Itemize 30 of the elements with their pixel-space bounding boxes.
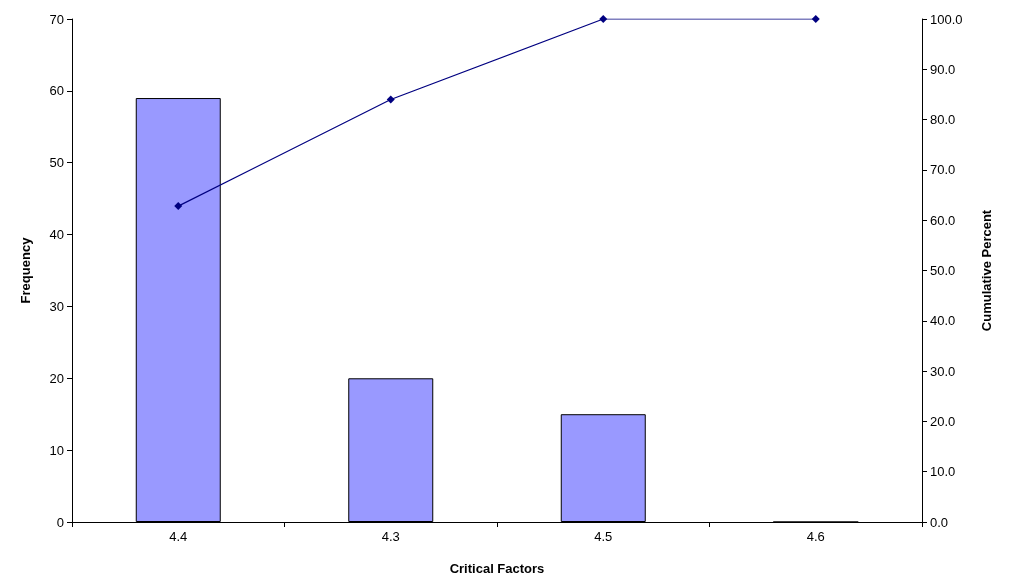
y2-tick-label: 80.0 xyxy=(930,112,956,128)
y-tick-label: 0 xyxy=(56,514,64,530)
point xyxy=(174,202,183,211)
point xyxy=(599,15,608,23)
x-tick-label: 4.5 xyxy=(594,529,613,544)
point xyxy=(386,95,395,104)
x-tick-label: 4.3 xyxy=(381,529,400,544)
y2-tick-label: 50.0 xyxy=(930,263,956,278)
y2-tick-label: 10.0 xyxy=(930,464,956,480)
x-axis-title: Critical Factors xyxy=(449,561,545,576)
x-tick-label: 4.6 xyxy=(806,529,825,544)
y-tick-label: 40 xyxy=(49,227,64,243)
y-tick-label: 70 xyxy=(49,11,64,27)
point xyxy=(811,15,820,23)
y-axis-title: Frequency xyxy=(18,236,33,304)
y-tick-label: 50 xyxy=(49,155,64,171)
y2-tick-label: 30.0 xyxy=(930,363,956,379)
y2-tick-label: 70.0 xyxy=(930,162,956,178)
y2-tick-label: 0.0 xyxy=(930,514,949,530)
y2-axis-title: Cumulative Percent xyxy=(979,209,994,332)
y-tick-label: 20 xyxy=(49,370,64,386)
y-tick-label: 60 xyxy=(49,83,64,99)
y2-tick-label: 20.0 xyxy=(930,413,956,429)
y-tick-label: 30 xyxy=(49,298,64,314)
x-tick-label: 4.4 xyxy=(169,529,188,544)
y-tick-label: 10 xyxy=(49,442,64,458)
y2-tick-label: 60.0 xyxy=(930,212,956,228)
y2-tick-label: 40.0 xyxy=(930,313,956,329)
y2-tick-label: 90.0 xyxy=(930,61,956,77)
y2-tick-label: 100.0 xyxy=(930,11,963,27)
